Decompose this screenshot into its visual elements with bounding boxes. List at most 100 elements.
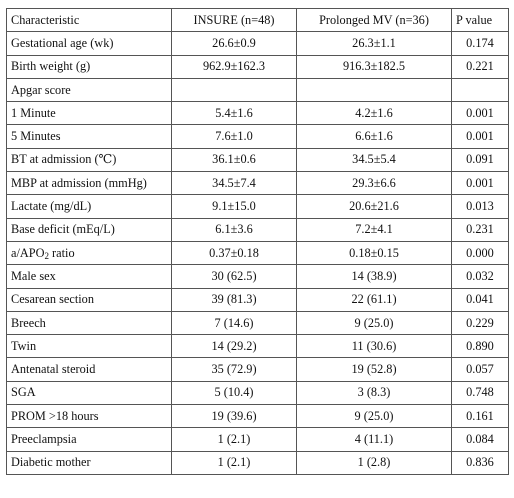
table-row: 5 Minutes 7.6±1.0 6.6±1.6 0.001	[6, 124, 509, 149]
table-row: Base deficit (mEq/L) 6.1±3.6 7.2±4.1 0.231	[6, 217, 509, 242]
row-characteristic: PROM >18 hours	[6, 404, 172, 429]
characteristic-text: BT at admission (℃)	[11, 152, 117, 167]
characteristic-subscript: 2	[44, 250, 49, 261]
characteristic-text: Apgar score	[11, 82, 71, 97]
table-row: a/APO2 ratio 0.37±0.18 0.18±0.15 0.000	[6, 240, 509, 266]
row-characteristic: Base deficit (mEq/L)	[6, 217, 172, 242]
insure-value: 34.5±7.4	[171, 171, 297, 196]
header-characteristic: Characteristic	[6, 7, 172, 33]
header-insure: INSURE (n=48)	[171, 7, 297, 33]
p-value: 0.091	[451, 147, 509, 173]
insure-value: 7 (14.6)	[171, 310, 297, 336]
table-row: Birth weight (g) 962.9±162.3 916.3±182.5 0.…	[6, 54, 509, 79]
insure-value: 9.1±15.0	[171, 194, 297, 219]
table-row: 1 Minute 5.4±1.6 4.2±1.6 0.001	[6, 101, 509, 126]
insure-value: 35 (72.9)	[171, 357, 297, 382]
prolonged-mv-value: 29.3±6.6	[296, 171, 452, 196]
prolonged-mv-value	[296, 77, 452, 103]
prolonged-mv-value: 7.2±4.1	[296, 217, 452, 242]
characteristic-suffix: ratio	[48, 245, 75, 260]
insure-value: 5 (10.4)	[171, 380, 297, 406]
p-value: 0.001	[451, 101, 509, 126]
row-characteristic: Apgar score	[6, 77, 172, 103]
characteristics-table: Characteristic INSURE (n=48) Prolonged M…	[6, 7, 509, 475]
prolonged-mv-value: 9 (25.0)	[296, 310, 452, 336]
characteristic-text: 5 Minutes	[11, 129, 61, 144]
table-row: Preeclampsia 1 (2.1) 4 (11.1) 0.084	[6, 427, 509, 452]
row-characteristic: BT at admission (℃)	[6, 147, 172, 173]
insure-value: 962.9±162.3	[171, 54, 297, 79]
p-value: 0.221	[451, 54, 509, 79]
row-characteristic: MBP at admission (mmHg)	[6, 171, 172, 196]
row-characteristic: 5 Minutes	[6, 124, 172, 149]
p-value: 0.084	[451, 427, 509, 452]
characteristic-text: a/APO	[11, 245, 45, 260]
row-characteristic: Male sex	[6, 264, 172, 289]
p-value: 0.161	[451, 404, 509, 429]
table-row: Breech 7 (14.6) 9 (25.0) 0.229	[6, 310, 509, 336]
p-value: 0.001	[451, 171, 509, 196]
table-row: Diabetic mother 1 (2.1) 1 (2.8) 0.836	[6, 450, 509, 475]
characteristic-text: Breech	[11, 315, 46, 330]
characteristic-text: Diabetic mother	[11, 455, 91, 470]
row-characteristic: Gestational age (wk)	[6, 31, 172, 56]
insure-value: 0.37±0.18	[171, 240, 297, 266]
row-characteristic: a/APO2 ratio	[6, 240, 172, 266]
prolonged-mv-value: 20.6±21.6	[296, 194, 452, 219]
p-value: 0.000	[451, 240, 509, 266]
p-value: 0.001	[451, 124, 509, 149]
prolonged-mv-value: 9 (25.0)	[296, 404, 452, 429]
header-prolonged-mv: Prolonged MV (n=36)	[296, 7, 452, 33]
characteristic-text: Male sex	[11, 268, 56, 283]
prolonged-mv-value: 22 (61.1)	[296, 287, 452, 312]
table-body: Gestational age (wk) 26.6±0.9 26.3±1.1 0.17…	[6, 31, 509, 475]
characteristic-text: Lactate (mg/dL)	[11, 199, 92, 214]
table-header-row: Characteristic INSURE (n=48) Prolonged M…	[6, 7, 509, 33]
table-row: Twin 14 (29.2) 11 (30.6) 0.890	[6, 334, 509, 359]
table-row: Lactate (mg/dL) 9.1±15.0 20.6±21.6 0.013	[6, 194, 509, 219]
insure-value: 5.4±1.6	[171, 101, 297, 126]
insure-value: 26.6±0.9	[171, 31, 297, 56]
prolonged-mv-value: 916.3±182.5	[296, 54, 452, 79]
characteristic-text: Antenatal steroid	[11, 362, 96, 377]
p-value: 0.032	[451, 264, 509, 289]
row-characteristic: 1 Minute	[6, 101, 172, 126]
p-value: 0.174	[451, 31, 509, 56]
insure-value: 19 (39.6)	[171, 404, 297, 429]
table-row: Antenatal steroid 35 (72.9) 19 (52.8) 0.057	[6, 357, 509, 382]
characteristic-text: MBP at admission (mmHg)	[11, 175, 147, 190]
insure-value: 36.1±0.6	[171, 147, 297, 173]
table-row: MBP at admission (mmHg) 34.5±7.4 29.3±6.6 0…	[6, 171, 509, 196]
prolonged-mv-value: 1 (2.8)	[296, 450, 452, 475]
table-row: SGA 5 (10.4) 3 (8.3) 0.748	[6, 380, 509, 406]
insure-value: 39 (81.3)	[171, 287, 297, 312]
prolonged-mv-value: 6.6±1.6	[296, 124, 452, 149]
row-characteristic: Breech	[6, 310, 172, 336]
characteristic-text: 1 Minute	[11, 105, 56, 120]
p-value: 0.013	[451, 194, 509, 219]
p-value: 0.231	[451, 217, 509, 242]
prolonged-mv-value: 14 (38.9)	[296, 264, 452, 289]
characteristic-text: Base deficit (mEq/L)	[11, 222, 115, 237]
insure-value: 30 (62.5)	[171, 264, 297, 289]
prolonged-mv-value: 4.2±1.6	[296, 101, 452, 126]
p-value	[451, 77, 509, 103]
characteristic-text: Cesarean section	[11, 292, 94, 307]
table-row: BT at admission (℃) 36.1±0.6 34.5±5.4 0.091	[6, 147, 509, 173]
insure-value: 14 (29.2)	[171, 334, 297, 359]
prolonged-mv-value: 11 (30.6)	[296, 334, 452, 359]
row-characteristic: Diabetic mother	[6, 450, 172, 475]
table-row: Apgar score	[6, 77, 509, 103]
prolonged-mv-value: 4 (11.1)	[296, 427, 452, 452]
header-p-value: P value	[451, 7, 509, 33]
insure-value: 7.6±1.0	[171, 124, 297, 149]
row-characteristic: SGA	[6, 380, 172, 406]
insure-value: 6.1±3.6	[171, 217, 297, 242]
characteristic-text: Twin	[11, 338, 37, 353]
prolonged-mv-value: 19 (52.8)	[296, 357, 452, 382]
prolonged-mv-value: 0.18±0.15	[296, 240, 452, 266]
characteristic-text: PROM >18 hours	[11, 408, 99, 423]
p-value: 0.229	[451, 310, 509, 336]
characteristic-text: Birth weight (g)	[11, 59, 91, 74]
prolonged-mv-value: 3 (8.3)	[296, 380, 452, 406]
